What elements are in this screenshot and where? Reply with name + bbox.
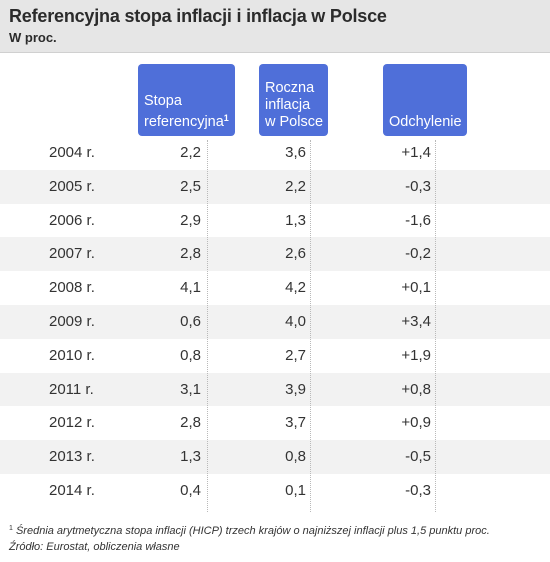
deviation-cell: +3,4 (401, 312, 431, 330)
table-row: 2014 r. 0,4 0,1 -0,3 (0, 474, 550, 508)
inflation-cell: 0,1 (285, 481, 306, 499)
reference-rate-cell: 2,8 (180, 414, 201, 432)
deviation-cell: -0,3 (405, 177, 431, 195)
year-cell: 2007 r. (49, 245, 95, 263)
deviation-cell: +0,9 (401, 414, 431, 432)
deviation-cell: -0,3 (405, 481, 431, 499)
table-row: 2006 r. 2,9 1,3 -1,6 (0, 204, 550, 238)
reference-rate-cell: 2,2 (180, 144, 201, 161)
source-note: Źródło: Eurostat, obliczenia własne (9, 541, 180, 553)
reference-rate-cell: 2,5 (180, 177, 201, 195)
inflation-cell: 3,6 (285, 144, 306, 161)
column-header-deviation: Odchylenie (383, 64, 467, 136)
column-header-reference-rate-label: Stopa referencyjna (144, 93, 224, 130)
inflation-cell: 2,7 (285, 346, 306, 364)
footnote-mark: 1 (9, 525, 13, 532)
inflation-cell: 3,9 (285, 380, 306, 398)
column-divider (435, 140, 436, 512)
column-header-annual-inflation: Roczna inflacja w Polsce (259, 64, 328, 136)
deviation-cell: -0,2 (405, 245, 431, 263)
reference-rate-cell: 2,8 (180, 245, 201, 263)
footnote-text: Średnia arytmetyczna stopa inflacji (HIC… (12, 525, 490, 537)
year-cell: 2008 r. (49, 279, 95, 297)
reference-rate-cell: 0,8 (180, 346, 201, 364)
column-divider (310, 140, 311, 512)
year-cell: 2010 r. (49, 346, 95, 364)
chart-header: Referencyjna stopa inflacji i inflacja w… (0, 0, 550, 53)
deviation-cell: +1,9 (401, 346, 431, 364)
year-cell: 2013 r. (49, 448, 95, 466)
reference-rate-cell: 0,6 (180, 312, 201, 330)
year-cell: 2011 r. (49, 380, 94, 398)
year-cell: 2006 r. (49, 211, 95, 229)
table-row: 2004 r. 2,2 3,6 +1,4 (0, 136, 550, 170)
table-row: 2008 r. 4,1 4,2 +0,1 (0, 271, 550, 305)
inflation-cell: 2,6 (285, 245, 306, 263)
column-header-reference-rate: Stopa referencyjna1 (138, 64, 235, 136)
year-cell: 2009 r. (49, 312, 95, 330)
year-cell: 2014 r. (49, 481, 95, 499)
deviation-cell: +0,8 (401, 380, 431, 398)
reference-rate-cell: 0,4 (180, 481, 201, 499)
table-row: 2011 r. 3,1 3,9 +0,8 (0, 372, 550, 407)
table-row: 2010 r. 0,8 2,7 +1,9 (0, 339, 550, 373)
footnote: 1 Średnia arytmetyczna stopa inflacji (H… (9, 525, 490, 537)
inflation-cell: 4,0 (285, 312, 306, 330)
reference-rate-cell: 4,1 (180, 279, 201, 297)
inflation-cell: 1,3 (285, 211, 306, 229)
table-row: 2005 r. 2,5 2,2 -0,3 (0, 169, 550, 204)
chart-subtitle: W proc. (9, 30, 57, 45)
column-header-deviation-label: Odchylenie (389, 114, 462, 130)
deviation-cell: -0,5 (405, 448, 431, 466)
inflation-cell: 3,7 (285, 414, 306, 432)
table-row: 2007 r. 2,8 2,6 -0,2 (0, 237, 550, 272)
year-cell: 2005 r. (49, 177, 95, 195)
deviation-cell: +1,4 (401, 144, 431, 161)
reference-rate-cell: 1,3 (180, 448, 201, 466)
table-row: 2013 r. 1,3 0,8 -0,5 (0, 440, 550, 474)
footnote-marker: 1 (223, 113, 229, 123)
inflation-cell: 2,2 (285, 177, 306, 195)
deviation-cell: +0,1 (401, 279, 431, 297)
deviation-cell: -1,6 (405, 211, 431, 229)
year-cell: 2004 r. (49, 144, 95, 161)
table-row: 2009 r. 0,6 4,0 +3,4 (0, 304, 550, 339)
reference-rate-cell: 3,1 (180, 380, 201, 398)
column-divider (207, 140, 208, 512)
year-cell: 2012 r. (49, 414, 95, 432)
chart-title: Referencyjna stopa inflacji i inflacja w… (9, 6, 387, 26)
inflation-cell: 4,2 (285, 279, 306, 297)
reference-rate-cell: 2,9 (180, 211, 201, 229)
data-table: 2004 r. 2,2 3,6 +1,4 2005 r. 2,5 2,2 -0,3 2006 r… (0, 136, 550, 508)
table-row: 2012 r. 2,8 3,7 +0,9 (0, 406, 550, 440)
column-header-annual-inflation-label: Roczna inflacja w Polsce (265, 80, 324, 130)
inflation-cell: 0,8 (285, 448, 306, 466)
